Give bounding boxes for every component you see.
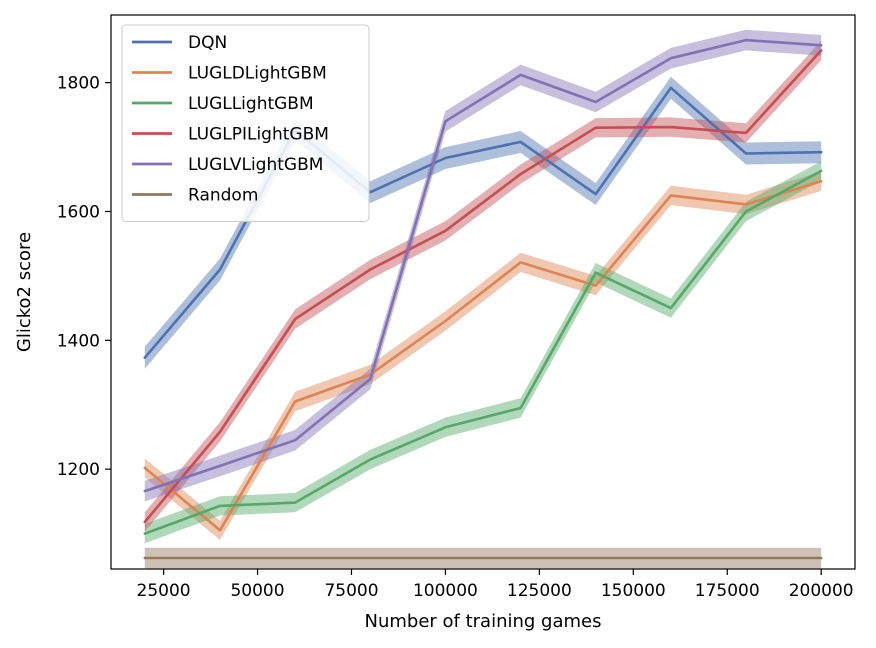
plot-frame <box>110 14 856 570</box>
x-tick-label: 75000 <box>324 581 378 601</box>
x-tick-label: 25000 <box>137 581 191 601</box>
x-axis-label: Number of training games <box>365 611 602 632</box>
y-tick-label: 1600 <box>57 202 100 222</box>
legend-label-luglvlightgbm: LUGLVLightGBM <box>188 155 323 175</box>
legend-box <box>121 24 370 222</box>
line-luglvlightgbm <box>143 38 823 493</box>
legend: DQN LUGLDLightGBM LUGLLightGBM LUGLPILightG… <box>121 24 370 222</box>
x-tick-label: 125000 <box>507 581 572 601</box>
legend-label-lugllightgbm: LUGLLightGBM <box>188 94 314 114</box>
legend-label-random: Random <box>188 186 258 206</box>
y-tick-label: 1800 <box>57 74 100 94</box>
y-axis-label: Glicko2 score <box>14 232 35 352</box>
line-luglpilightgbm <box>143 49 823 524</box>
y-axis: 1200 1400 1600 1800 <box>57 74 111 480</box>
x-tick-label: 175000 <box>695 581 760 601</box>
x-tick-label: 200000 <box>789 581 854 601</box>
legend-label-dqn: DQN <box>188 33 227 53</box>
legend-label-lugldlightgbm: LUGLDLightGBM <box>188 64 327 84</box>
line-lugldlightgbm <box>143 179 823 532</box>
y-tick-label: 1200 <box>57 460 100 480</box>
x-tick-label: 50000 <box>230 581 284 601</box>
line-lugllightgbm <box>143 169 823 535</box>
x-tick-label: 100000 <box>413 581 478 601</box>
x-axis: 25000 50000 75000 100000 125000 150000 175000 2… <box>137 569 854 601</box>
legend-label-luglpilightgbm: LUGLPILightGBM <box>188 125 329 145</box>
band-lugllightgbm <box>144 161 822 544</box>
y-tick-label: 1400 <box>57 331 100 351</box>
x-tick-label: 150000 <box>601 581 666 601</box>
